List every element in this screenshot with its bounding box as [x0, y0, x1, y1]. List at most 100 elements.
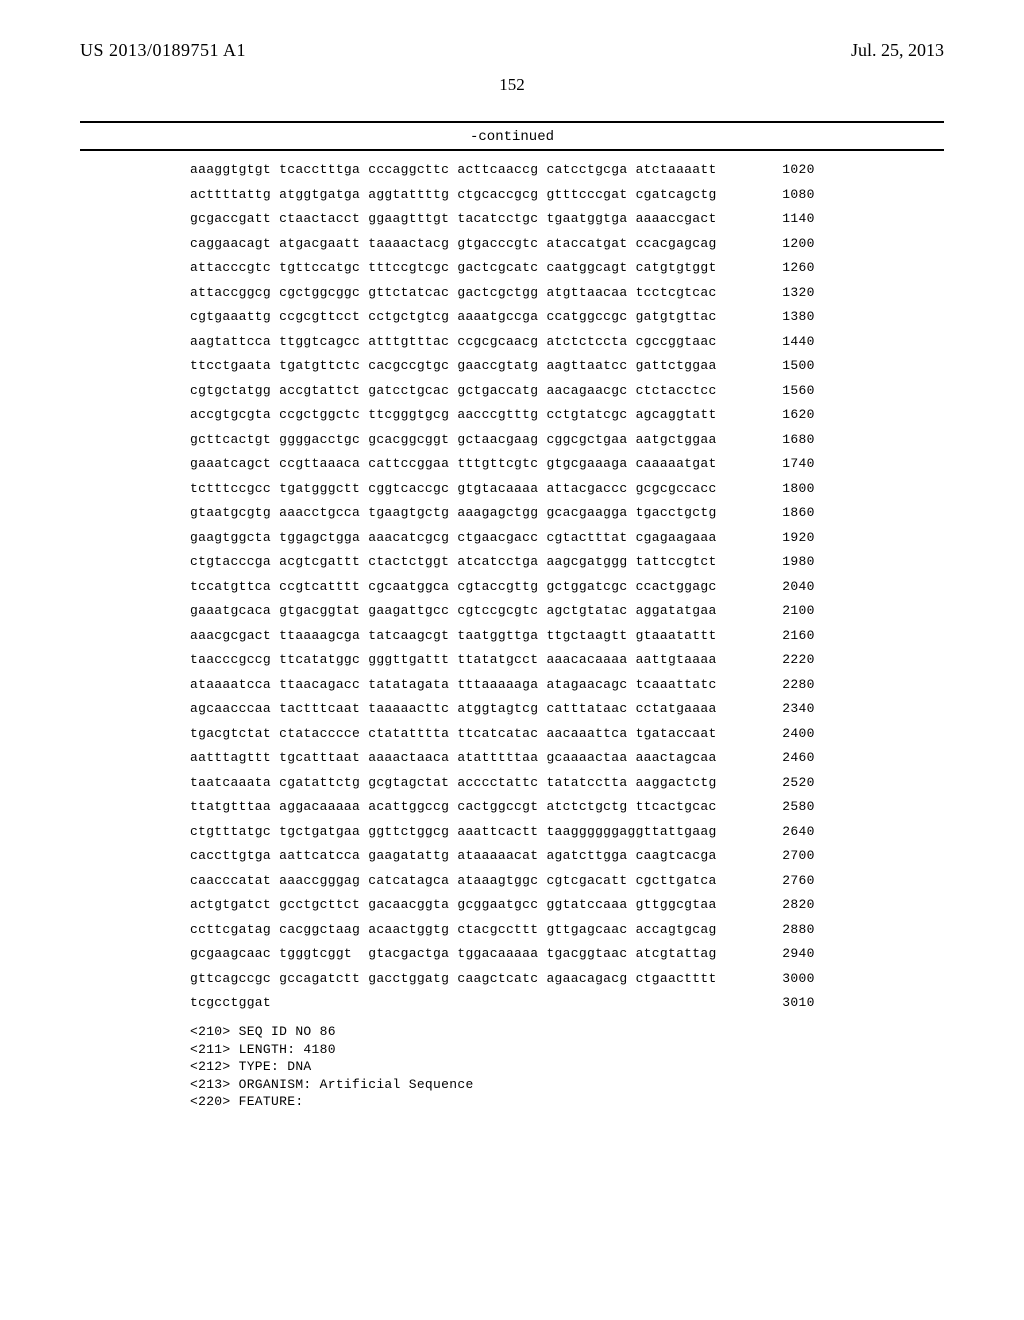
sequence-row: aaaggtgtgt tcacctttga cccaggcttc acttcaa…: [190, 163, 944, 176]
sequence-position: 1560: [745, 384, 815, 397]
sequence-row: gttcagccgc gccagatctt gacctggatg caagctc…: [190, 972, 944, 985]
sequence-groups: ctgtttatgc tgctgatgaa ggttctggcg aaattca…: [190, 825, 725, 838]
sequence-position: 3010: [745, 996, 815, 1009]
sequence-row: tccatgttca ccgtcatttt cgcaatggca cgtaccg…: [190, 580, 944, 593]
sequence-groups: acttttattg atggtgatga aggtattttg ctgcacc…: [190, 188, 725, 201]
sequence-groups: gaagtggcta tggagctgga aaacatcgcg ctgaacg…: [190, 531, 725, 544]
sequence-groups: taatcaaata cgatattctg gcgtagctat accccta…: [190, 776, 725, 789]
sequence-position: 2760: [745, 874, 815, 887]
sequence-row: taatcaaata cgatattctg gcgtagctat accccta…: [190, 776, 944, 789]
sequence-row: cgtgctatgg accgtattct gatcctgcac gctgacc…: [190, 384, 944, 397]
sequence-position: 2640: [745, 825, 815, 838]
sequence-position: 1440: [745, 335, 815, 348]
sequence-position: 1920: [745, 531, 815, 544]
sequence-groups: cgtgaaattg ccgcgttcct cctgctgtcg aaaatgc…: [190, 310, 725, 323]
sequence-row: agcaacccaa tactttcaat taaaaacttc atggtag…: [190, 702, 944, 715]
sequence-groups: aaaggtgtgt tcacctttga cccaggcttc acttcaa…: [190, 163, 725, 176]
sequence-groups: ttatgtttaa aggacaaaaa acattggccg cactggc…: [190, 800, 725, 813]
page-number: 152: [80, 75, 944, 95]
sequence-groups: aatttagttt tgcatttaat aaaactaaca atatttt…: [190, 751, 725, 764]
sequence-groups: ataaaatcca ttaacagacc tatatagata tttaaaa…: [190, 678, 725, 691]
sequence-row: gaagtggcta tggagctgga aaacatcgcg ctgaacg…: [190, 531, 944, 544]
sequence-groups: cgtgctatgg accgtattct gatcctgcac gctgacc…: [190, 384, 725, 397]
sequence-groups: tctttccgcc tgatgggctt cggtcaccgc gtgtaca…: [190, 482, 725, 495]
sequence-groups: attaccggcg cgctggcggc gttctatcac gactcgc…: [190, 286, 725, 299]
sequence-row: attaccggcg cgctggcggc gttctatcac gactcgc…: [190, 286, 944, 299]
sequence-groups: ccttcgatag cacggctaag acaactggtg ctacgcc…: [190, 923, 725, 936]
sequence-groups: caggaacagt atgacgaatt taaaactacg gtgaccc…: [190, 237, 725, 250]
sequence-groups: caacccatat aaaccgggag catcatagca ataaagt…: [190, 874, 725, 887]
sequence-row: gaaatgcaca gtgacggtat gaagattgcc cgtccgc…: [190, 604, 944, 617]
publication-number: US 2013/0189751 A1: [80, 40, 246, 61]
sequence-groups: gcgaccgatt ctaactacct ggaagtttgt tacatcc…: [190, 212, 725, 225]
sequence-groups: actgtgatct gcctgcttct gacaacggta gcggaat…: [190, 898, 725, 911]
sequence-row: tgacgtctat ctatacccce ctatatttta ttcatca…: [190, 727, 944, 740]
sequence-position: 1680: [745, 433, 815, 446]
sequence-row: ctgtttatgc tgctgatgaa ggttctggcg aaattca…: [190, 825, 944, 838]
sequence-position: 1320: [745, 286, 815, 299]
sequence-groups: gttcagccgc gccagatctt gacctggatg caagctc…: [190, 972, 725, 985]
sequence-row: caccttgtga aattcatcca gaagatattg ataaaaa…: [190, 849, 944, 862]
sequence-position: 2520: [745, 776, 815, 789]
sequence-row: actgtgatct gcctgcttct gacaacggta gcggaat…: [190, 898, 944, 911]
sequence-listing: aaaggtgtgt tcacctttga cccaggcttc acttcaa…: [190, 163, 944, 1009]
sequence-position: 2340: [745, 702, 815, 715]
sequence-groups: caccttgtga aattcatcca gaagatattg ataaaaa…: [190, 849, 725, 862]
sequence-position: 2280: [745, 678, 815, 691]
sequence-row: aagtattcca ttggtcagcc atttgtttac ccgcgca…: [190, 335, 944, 348]
sequence-position: 2400: [745, 727, 815, 740]
sequence-row: aatttagttt tgcatttaat aaaactaaca atatttt…: [190, 751, 944, 764]
sequence-row: gtaatgcgtg aaacctgcca tgaagtgctg aaagagc…: [190, 506, 944, 519]
sequence-groups: aaacgcgact ttaaaagcga tatcaagcgt taatggt…: [190, 629, 725, 642]
sequence-position: 1140: [745, 212, 815, 225]
sequence-groups: tcgcctggat: [190, 996, 725, 1009]
sequence-row: gcttcactgt ggggacctgc gcacggcggt gctaacg…: [190, 433, 944, 446]
sequence-row: tcgcctggat 3010: [190, 996, 944, 1009]
continued-label: -continued: [80, 129, 944, 145]
header-row: US 2013/0189751 A1 Jul. 25, 2013: [80, 40, 944, 61]
page: US 2013/0189751 A1 Jul. 25, 2013 152 -co…: [0, 0, 1024, 1320]
sequence-groups: gtaatgcgtg aaacctgcca tgaagtgctg aaagagc…: [190, 506, 725, 519]
sequence-groups: gcttcactgt ggggacctgc gcacggcggt gctaacg…: [190, 433, 725, 446]
sequence-metadata: <210> SEQ ID NO 86 <211> LENGTH: 4180 <2…: [190, 1023, 944, 1111]
sequence-row: tctttccgcc tgatgggctt cggtcaccgc gtgtaca…: [190, 482, 944, 495]
sequence-position: 2160: [745, 629, 815, 642]
sequence-groups: taacccgccg ttcatatggc gggttgattt ttatatg…: [190, 653, 725, 666]
sequence-row: acttttattg atggtgatga aggtattttg ctgcacc…: [190, 188, 944, 201]
sequence-row: gcgaagcaac tgggtcggt gtacgactga tggacaaa…: [190, 947, 944, 960]
sequence-position: 2820: [745, 898, 815, 911]
sequence-position: 2460: [745, 751, 815, 764]
sequence-position: 1200: [745, 237, 815, 250]
sequence-position: 2220: [745, 653, 815, 666]
sequence-position: 1080: [745, 188, 815, 201]
sequence-groups: tgacgtctat ctatacccce ctatatttta ttcatca…: [190, 727, 725, 740]
sequence-row: caacccatat aaaccgggag catcatagca ataaagt…: [190, 874, 944, 887]
sequence-position: 2940: [745, 947, 815, 960]
sequence-position: 1980: [745, 555, 815, 568]
sequence-row: caggaacagt atgacgaatt taaaactacg gtgaccc…: [190, 237, 944, 250]
sequence-position: 2700: [745, 849, 815, 862]
sequence-row: aaacgcgact ttaaaagcga tatcaagcgt taatggt…: [190, 629, 944, 642]
sequence-row: gcgaccgatt ctaactacct ggaagtttgt tacatcc…: [190, 212, 944, 225]
sequence-row: gaaatcagct ccgttaaaca cattccggaa tttgttc…: [190, 457, 944, 470]
sequence-position: 1800: [745, 482, 815, 495]
sequence-position: 1380: [745, 310, 815, 323]
sequence-position: 1500: [745, 359, 815, 372]
sequence-row: ttatgtttaa aggacaaaaa acattggccg cactggc…: [190, 800, 944, 813]
sequence-position: 1860: [745, 506, 815, 519]
sequence-row: ccttcgatag cacggctaag acaactggtg ctacgcc…: [190, 923, 944, 936]
sequence-groups: ttcctgaata tgatgttctc cacgccgtgc gaaccgt…: [190, 359, 725, 372]
sequence-position: 3000: [745, 972, 815, 985]
sequence-position: 1260: [745, 261, 815, 274]
sequence-groups: tccatgttca ccgtcatttt cgcaatggca cgtaccg…: [190, 580, 725, 593]
publication-date: Jul. 25, 2013: [851, 40, 944, 61]
sequence-row: ataaaatcca ttaacagacc tatatagata tttaaaa…: [190, 678, 944, 691]
sequence-position: 1020: [745, 163, 815, 176]
sequence-groups: attacccgtc tgttccatgc tttccgtcgc gactcgc…: [190, 261, 725, 274]
sequence-groups: ctgtacccga acgtcgattt ctactctggt atcatcc…: [190, 555, 725, 568]
sequence-groups: gcgaagcaac tgggtcggt gtacgactga tggacaaa…: [190, 947, 725, 960]
sequence-groups: agcaacccaa tactttcaat taaaaacttc atggtag…: [190, 702, 725, 715]
sequence-groups: gaaatgcaca gtgacggtat gaagattgcc cgtccgc…: [190, 604, 725, 617]
sequence-position: 1740: [745, 457, 815, 470]
sequence-position: 2580: [745, 800, 815, 813]
